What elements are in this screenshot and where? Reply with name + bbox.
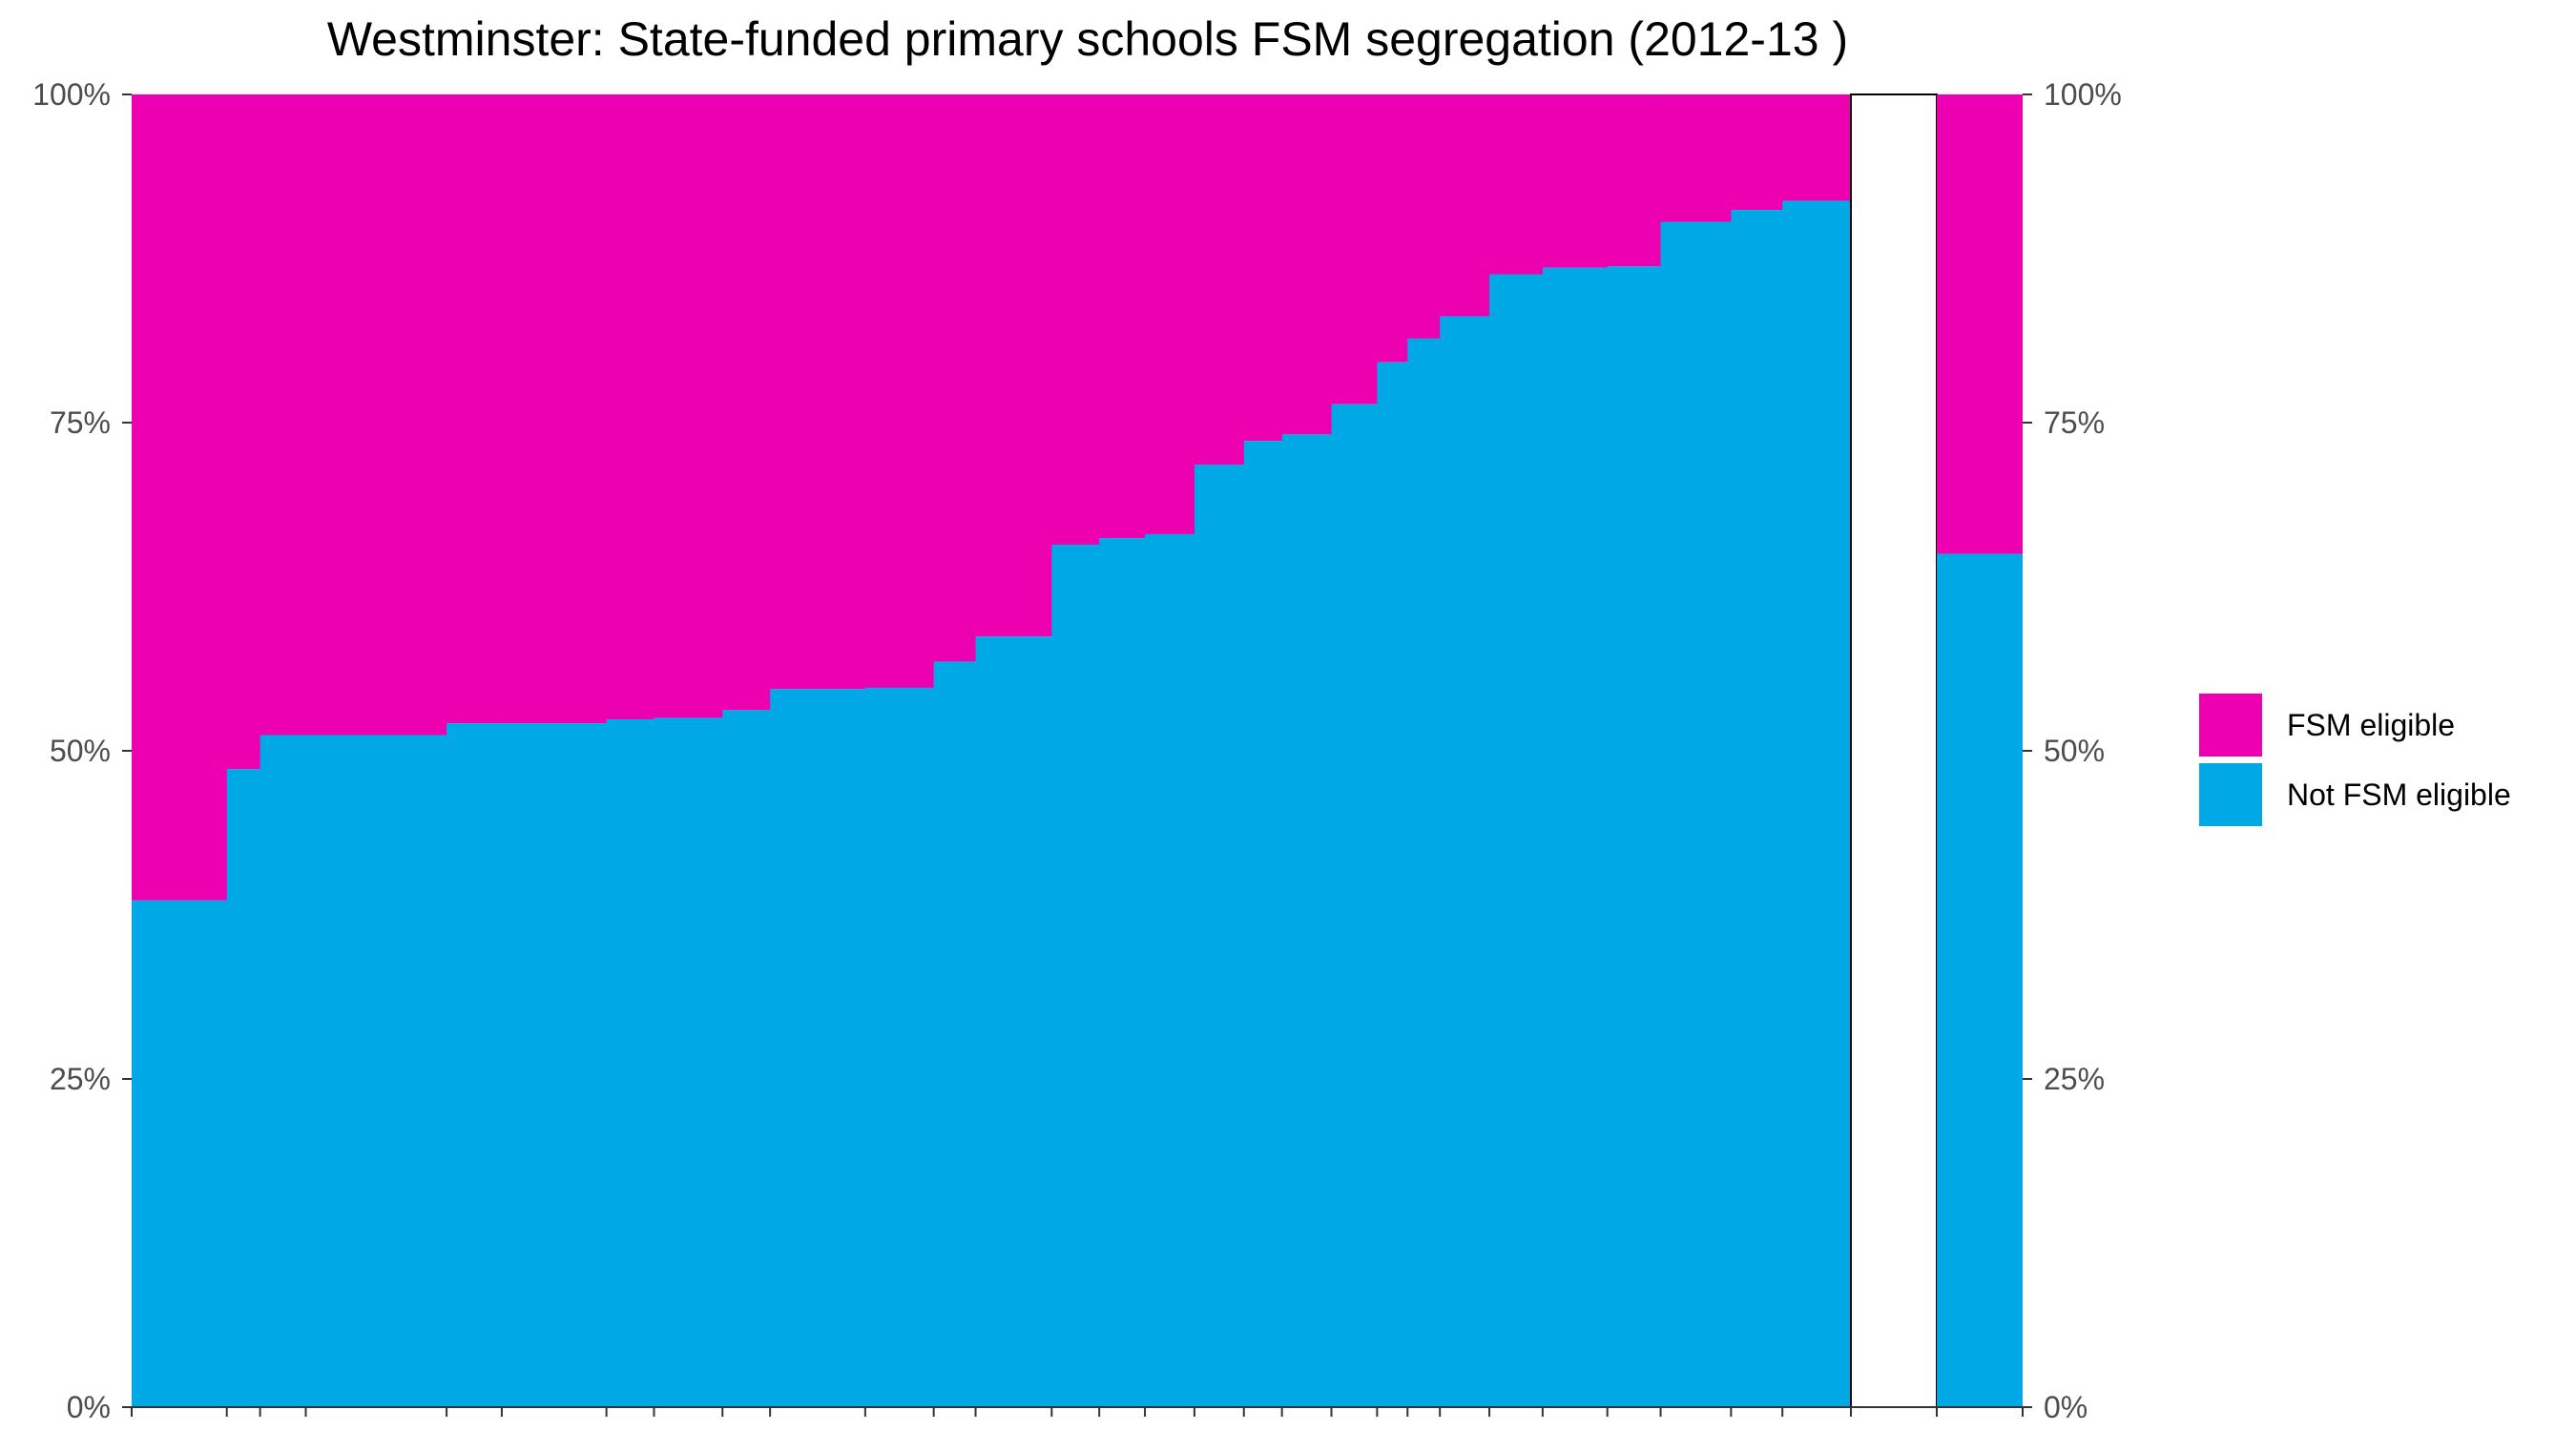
bar-not-fsm-eligible-school-24 [1489,274,1544,1408]
bar-fsm-eligible-school-21 [1377,94,1408,363]
bar-fsm-eligible-school-10 [770,94,866,690]
bar-fsm-eligible-school-1 [132,94,228,901]
bar-fsm-eligible-school-3 [260,94,306,736]
bar-fsm-eligible-school-15 [1099,94,1146,539]
y-tick-label-left-100: 100% [32,77,111,112]
bar-fsm-eligible-school-26 [1607,94,1661,267]
axes-layer: 0% 0% 25% 25% 50% 50% 75% 75% 100% 100% [32,77,2122,1424]
legend-label-fsm-eligible: FSM eligible [2287,708,2455,742]
bar-not-fsm-eligible-school-2 [226,769,261,1407]
bar-fsm-eligible-school-9 [722,94,771,711]
bar-not-fsm-eligible-school-12 [933,661,976,1407]
bar-not-fsm-eligible-school-1 [132,900,228,1407]
bar-fsm-eligible-school-25 [1542,94,1609,268]
y-tick-label-left-75: 75% [50,405,111,440]
bar-fsm-eligible-school-8 [654,94,723,718]
bar-not-fsm-eligible-school-27 [1660,221,1732,1407]
bar-not-fsm-eligible-overall [1937,553,2023,1407]
y-tick-label-left-25: 25% [50,1062,111,1096]
gap-column [1850,93,1938,1408]
bar-fsm-eligible-school-2 [226,94,261,770]
bar-not-fsm-eligible-school-14 [1051,544,1100,1407]
bar-not-fsm-eligible-school-17 [1194,465,1245,1408]
bar-fsm-eligible-school-5 [447,94,503,724]
bar-not-fsm-eligible-school-19 [1281,434,1332,1407]
bar-not-fsm-eligible-school-3 [260,735,306,1407]
bar-not-fsm-eligible-school-28 [1731,210,1783,1407]
bar-not-fsm-eligible-school-15 [1099,538,1146,1407]
bar-fsm-eligible-school-18 [1243,94,1283,442]
bar-not-fsm-eligible-school-23 [1440,316,1490,1408]
bar-not-fsm-eligible-school-9 [722,710,771,1407]
bar-fsm-eligible-school-28 [1731,94,1783,211]
bar-fsm-eligible-overall [1937,94,2023,554]
legend: FSM eligible Not FSM eligible [2199,694,2511,826]
bar-not-fsm-eligible-school-7 [606,718,654,1407]
y-tick-label-right-25: 25% [2044,1062,2105,1096]
bar-fsm-eligible-school-11 [864,94,935,688]
y-tick-label-right-0: 0% [2044,1390,2088,1424]
bar-not-fsm-eligible-school-10 [770,689,866,1407]
bar-not-fsm-eligible-school-21 [1377,362,1408,1408]
bar-fsm-eligible-school-27 [1660,94,1732,222]
bar-not-fsm-eligible-school-29 [1782,200,1852,1407]
bar-not-fsm-eligible-school-11 [864,687,935,1407]
bar-fsm-eligible-school-14 [1051,94,1100,545]
bar-fsm-eligible-school-16 [1145,94,1195,534]
bar-fsm-eligible-school-13 [975,94,1052,637]
y-tick-label-left-50: 50% [50,734,111,768]
bars-layer [132,93,2023,1408]
bar-not-fsm-eligible-school-5 [447,723,503,1407]
bar-not-fsm-eligible-school-6 [501,723,608,1407]
bar-not-fsm-eligible-school-8 [654,717,723,1407]
bar-fsm-eligible-school-7 [606,94,654,719]
bar-fsm-eligible-school-17 [1194,94,1245,466]
bar-not-fsm-eligible-school-4 [305,735,447,1407]
chart-title: Westminster: State-funded primary school… [327,12,1848,66]
legend-label-not-fsm-eligible: Not FSM eligible [2287,778,2511,812]
bar-not-fsm-eligible-school-26 [1607,266,1661,1408]
legend-key-fsm-eligible [2199,694,2262,757]
bar-fsm-eligible-school-19 [1281,94,1332,435]
bar-not-fsm-eligible-school-20 [1331,404,1378,1408]
bar-fsm-eligible-school-22 [1407,94,1441,339]
bar-not-fsm-eligible-school-16 [1145,533,1195,1407]
bar-fsm-eligible-school-20 [1331,94,1378,404]
y-tick-label-right-100: 100% [2044,77,2122,112]
y-tick-label-right-50: 50% [2044,734,2105,768]
legend-key-not-fsm-eligible [2199,763,2262,826]
bar-not-fsm-eligible-school-18 [1243,441,1283,1407]
bar-fsm-eligible-school-4 [305,94,447,736]
bar-not-fsm-eligible-school-25 [1542,267,1609,1408]
bar-fsm-eligible-school-12 [933,94,976,662]
y-tick-label-right-75: 75% [2044,405,2105,440]
bar-not-fsm-eligible-school-22 [1407,338,1441,1407]
bar-fsm-eligible-school-24 [1489,94,1544,275]
bar-fsm-eligible-school-23 [1440,94,1490,317]
bar-fsm-eligible-school-29 [1782,94,1852,201]
bar-fsm-eligible-school-6 [501,94,608,724]
bar-not-fsm-eligible-school-13 [975,636,1052,1407]
y-tick-label-left-0: 0% [67,1390,111,1424]
